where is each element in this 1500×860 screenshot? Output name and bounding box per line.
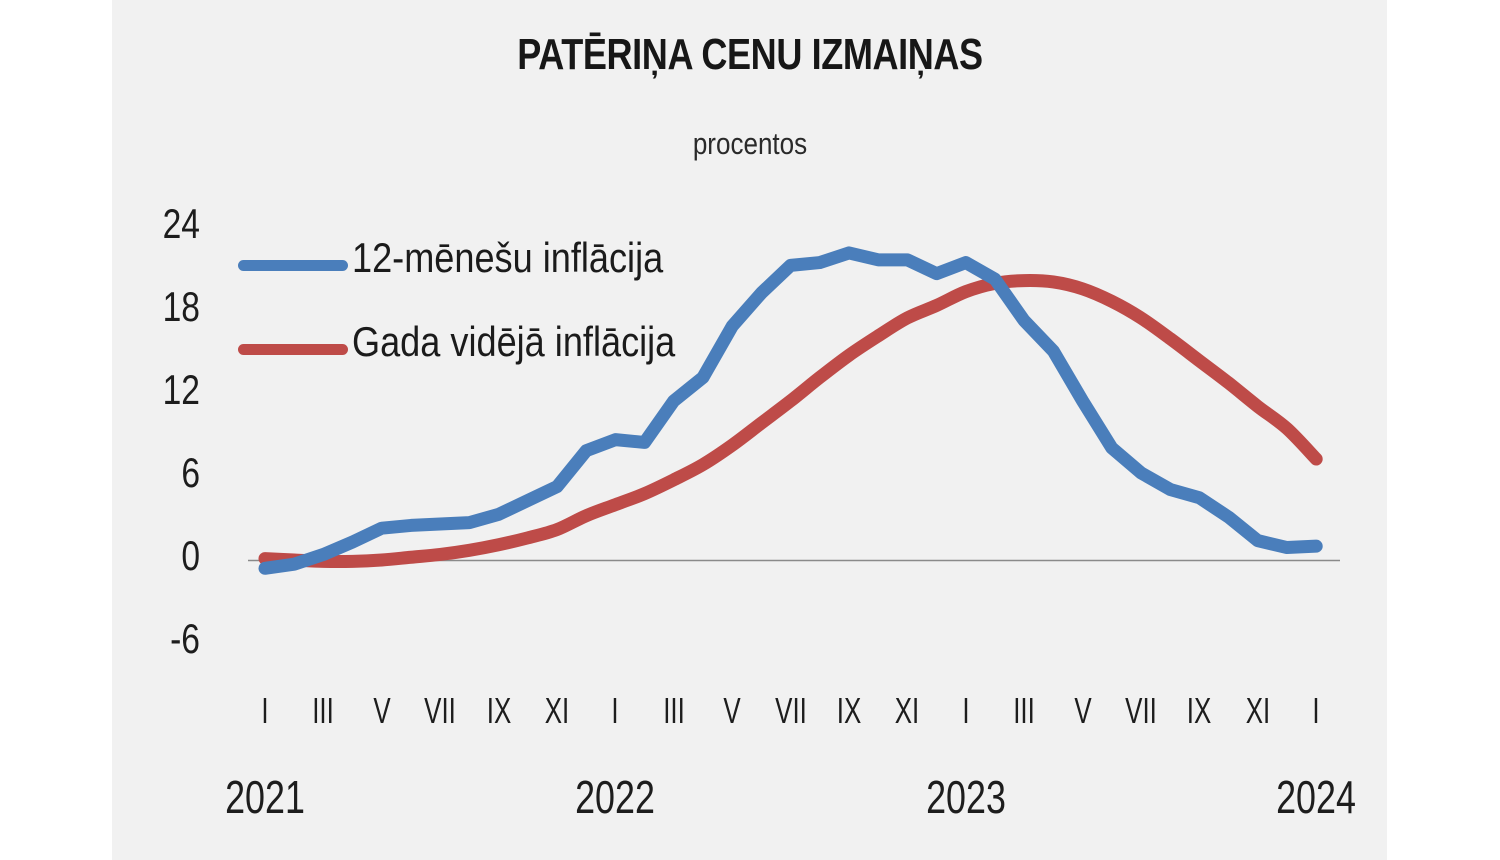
x-axis-tick-label: V bbox=[1073, 690, 1092, 731]
x-axis-year-label: 2024 bbox=[1276, 771, 1357, 823]
y-axis: 24 18 12 6 0 -6 bbox=[110, 0, 200, 860]
x-axis-tick-label: VII bbox=[774, 690, 807, 731]
chart-subtitle: procentos bbox=[692, 126, 808, 161]
y-axis-tick-label: 24 bbox=[162, 200, 200, 247]
x-axis-tick-label: IX bbox=[836, 690, 862, 731]
x-axis-tick-label: XI bbox=[544, 690, 570, 731]
legend-swatch-blue-icon bbox=[238, 260, 348, 271]
x-axis-tick-label: V bbox=[723, 690, 741, 731]
legend-label-1: Gada vidējā inflācija bbox=[352, 318, 676, 365]
x-axis-tick-label: III bbox=[1013, 690, 1035, 731]
x-axis-tick-label: III bbox=[312, 690, 335, 731]
x-axis-tick-label: I bbox=[611, 690, 619, 731]
x-axis-tick-label: XI bbox=[1245, 690, 1271, 731]
x-axis-tick-label: V bbox=[373, 690, 391, 731]
x-axis-tick-label: VII bbox=[424, 690, 457, 731]
legend-label-0: 12-mēnešu inflācija bbox=[352, 234, 664, 281]
x-axis-tick-label: VII bbox=[1125, 690, 1157, 731]
y-axis-tick-label: 12 bbox=[162, 366, 200, 413]
x-axis-tick-label: III bbox=[662, 690, 685, 731]
x-axis-year-label: 2023 bbox=[925, 771, 1006, 823]
x-axis-tick-label: IX bbox=[1187, 690, 1212, 731]
y-axis-tick-label: 6 bbox=[181, 449, 200, 496]
y-axis-tick-label: 18 bbox=[162, 283, 200, 330]
legend-swatch-red-icon bbox=[238, 344, 348, 355]
x-axis-tick-label: I bbox=[962, 690, 970, 731]
chart-title: PATĒRIŅA CENU IZMAIŅAS bbox=[517, 30, 983, 79]
x-axis-year-label: 2021 bbox=[225, 771, 305, 823]
x-axis-tick-label: I bbox=[1312, 690, 1320, 731]
x-axis-tick-label: I bbox=[261, 690, 269, 731]
y-axis-tick-label: -6 bbox=[170, 615, 200, 662]
x-axis-tick-label: IX bbox=[486, 690, 511, 731]
x-axis-tick-label: XI bbox=[895, 690, 920, 731]
y-axis-tick-label: 0 bbox=[181, 532, 200, 579]
x-axis-year-label: 2022 bbox=[575, 771, 656, 823]
chart-legend: 12-mēnešu inflācija Gada vidējā inflācij… bbox=[238, 234, 878, 376]
